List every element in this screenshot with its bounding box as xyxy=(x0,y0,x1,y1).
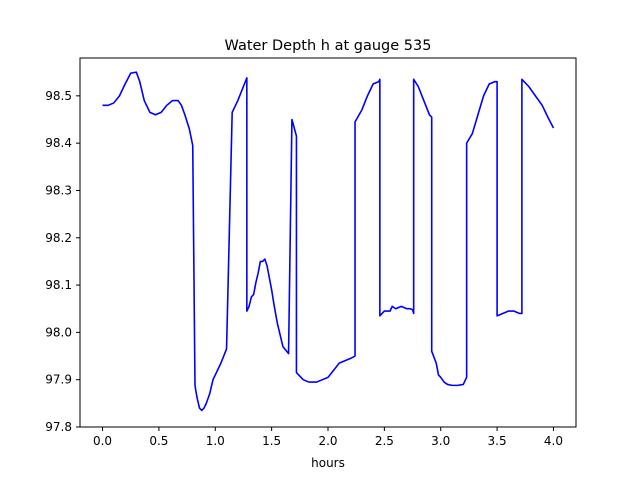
x-axis-label: hours xyxy=(311,456,345,470)
x-tick-label: 1.5 xyxy=(262,434,281,448)
y-tick-label: 98.1 xyxy=(45,278,72,292)
y-axis: 97.8 97.9 98.0 98.1 98.2 98.3 98.4 98.5 xyxy=(45,89,80,434)
x-tick-label: 3.0 xyxy=(431,434,450,448)
x-tick-label: 0.0 xyxy=(93,434,112,448)
x-tick-label: 1.0 xyxy=(206,434,225,448)
x-tick-label: 4.0 xyxy=(544,434,563,448)
y-tick-label: 98.4 xyxy=(45,136,72,150)
y-tick-label: 98.2 xyxy=(45,231,72,245)
y-tick-label: 98.5 xyxy=(45,89,72,103)
series-line-0 xyxy=(102,71,555,412)
y-tick-label: 97.8 xyxy=(45,420,72,434)
y-tick-label: 98.0 xyxy=(45,325,72,339)
y-tick-label: 98.3 xyxy=(45,183,72,197)
x-tick-label: 0.5 xyxy=(149,434,168,448)
chart-title: Water Depth h at gauge 535 xyxy=(225,38,432,54)
x-tick-label: 3.5 xyxy=(488,434,507,448)
x-axis: 0.0 0.5 1.0 1.5 2.0 2.5 3.0 3.5 4.0 xyxy=(93,427,563,448)
series-layer xyxy=(102,71,555,412)
y-tick-label: 97.9 xyxy=(45,373,72,387)
x-tick-label: 2.5 xyxy=(375,434,394,448)
x-tick-label: 2.0 xyxy=(318,434,337,448)
